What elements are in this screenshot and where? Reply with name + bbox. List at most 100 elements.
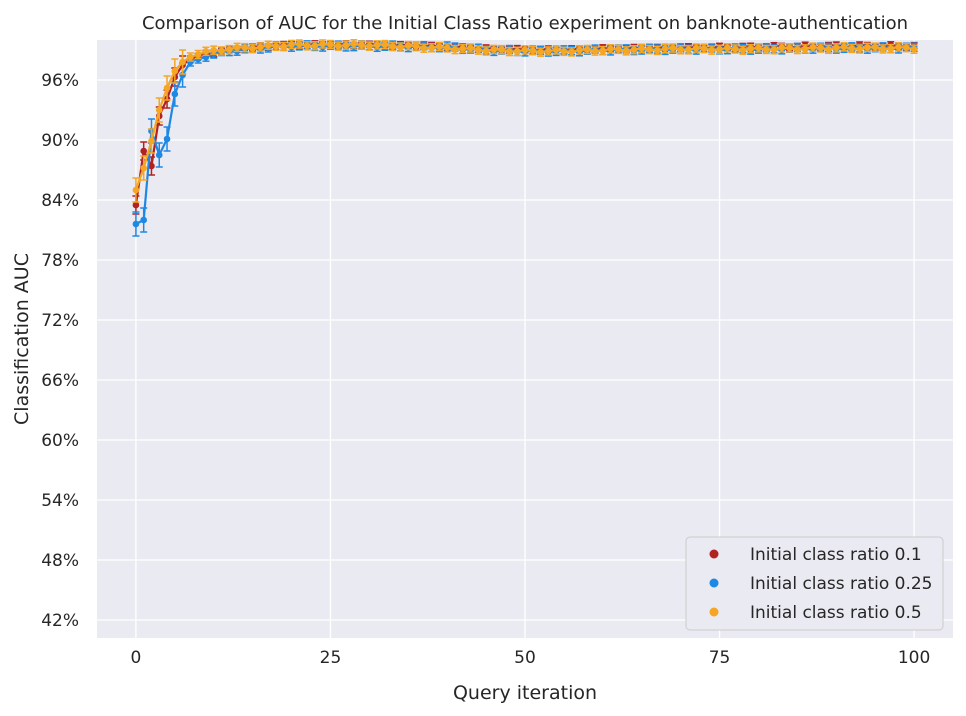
data-point	[163, 84, 171, 92]
data-point	[848, 45, 856, 52]
data-point	[506, 48, 513, 55]
data-point	[498, 46, 505, 53]
data-point	[708, 46, 716, 54]
data-point	[280, 43, 288, 50]
data-point	[583, 46, 591, 53]
data-point	[545, 47, 552, 55]
y-tick-label: 72%	[41, 311, 79, 331]
data-point	[817, 44, 825, 52]
data-point	[591, 47, 599, 55]
data-point	[148, 137, 155, 145]
data-point	[482, 47, 490, 55]
data-point	[358, 41, 365, 49]
data-point	[521, 46, 529, 54]
data-point	[895, 43, 902, 51]
x-tick-label: 100	[898, 648, 930, 668]
legend-label: Initial class ratio 0.5	[750, 603, 922, 623]
y-tick-label: 84%	[41, 191, 79, 211]
data-point	[762, 46, 770, 53]
data-point	[864, 43, 871, 51]
legend-marker	[709, 578, 719, 588]
data-point	[311, 42, 319, 50]
y-axis-ticks: 42% 48% 54% 60% 66% 72% 78% 84% 90% 96%	[41, 71, 79, 631]
series-layer	[132, 39, 918, 237]
data-point	[140, 216, 147, 224]
data-point	[638, 45, 646, 52]
data-point	[303, 42, 311, 50]
data-point	[646, 46, 653, 53]
data-point	[903, 44, 910, 51]
data-point	[218, 47, 225, 55]
data-point	[692, 44, 700, 52]
data-point	[319, 40, 326, 48]
data-point	[179, 58, 186, 66]
data-point	[669, 44, 677, 52]
x-tick-label: 75	[709, 648, 731, 668]
data-point	[155, 106, 163, 114]
data-point	[685, 46, 692, 54]
data-point	[225, 46, 233, 53]
data-point	[132, 186, 140, 194]
data-point	[412, 42, 420, 50]
data-point	[467, 44, 474, 52]
data-point	[794, 46, 801, 53]
data-point	[163, 135, 171, 143]
y-tick-label: 90%	[41, 131, 79, 151]
legend-label: Initial class ratio 0.1	[750, 545, 922, 565]
data-point	[560, 48, 568, 55]
x-tick-label: 50	[514, 648, 536, 668]
y-tick-label: 48%	[41, 551, 79, 571]
data-point	[334, 42, 342, 50]
data-point	[801, 45, 809, 53]
y-tick-label: 96%	[41, 71, 79, 91]
data-point	[568, 48, 575, 56]
data-point	[879, 45, 887, 53]
data-point	[724, 44, 731, 52]
data-point	[233, 44, 241, 51]
data-point	[342, 41, 350, 49]
data-point	[194, 51, 202, 58]
data-point	[373, 41, 381, 49]
data-point	[148, 162, 155, 170]
data-point	[436, 43, 443, 50]
legend-label: Initial class ratio 0.25	[750, 574, 933, 594]
legend-marker	[709, 607, 719, 617]
data-point	[887, 45, 895, 52]
data-point	[210, 46, 218, 54]
data-point	[537, 48, 544, 56]
data-point	[132, 220, 140, 228]
data-point	[910, 45, 918, 53]
chart-title: Comparison of AUC for the Initial Class …	[142, 13, 908, 34]
data-point	[653, 47, 661, 54]
data-point	[202, 47, 210, 55]
data-point	[475, 46, 482, 54]
data-point	[171, 90, 179, 98]
data-point	[350, 40, 358, 48]
data-point	[420, 44, 428, 52]
data-point	[661, 45, 669, 53]
data-point	[825, 45, 832, 53]
data-point	[296, 40, 303, 48]
data-point	[272, 42, 280, 50]
data-point	[529, 47, 537, 55]
x-axis-ticks: 0 25 50 75 100	[130, 648, 930, 668]
data-point	[809, 43, 817, 51]
data-point	[187, 53, 194, 61]
data-point	[576, 46, 583, 54]
data-point	[428, 44, 435, 52]
legend-marker	[709, 549, 719, 559]
data-point	[607, 45, 614, 53]
y-tick-label: 42%	[41, 611, 79, 631]
data-point	[731, 45, 739, 53]
data-point	[677, 46, 684, 54]
data-point	[140, 147, 147, 155]
y-tick-label: 78%	[41, 251, 79, 271]
series-3	[132, 39, 918, 203]
data-point	[490, 46, 498, 53]
legend-box	[685, 536, 944, 631]
y-axis-label: Classification AUC	[11, 253, 33, 425]
data-point	[786, 44, 793, 52]
data-point	[404, 42, 412, 49]
data-point	[739, 46, 747, 54]
data-point	[778, 44, 786, 52]
